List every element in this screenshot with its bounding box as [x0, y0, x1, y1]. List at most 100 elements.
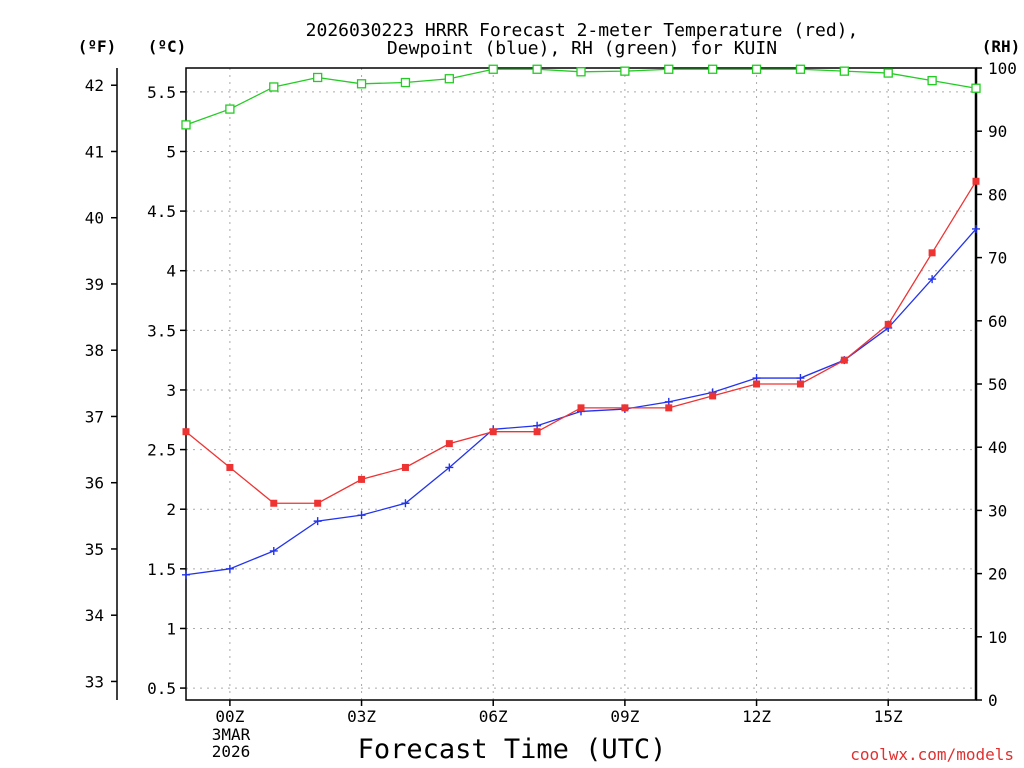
- temperature-point: [972, 177, 980, 185]
- rh-point: [664, 64, 674, 74]
- rh-point: [356, 79, 367, 89]
- temperature-point: [928, 249, 936, 257]
- x-axis-title: Forecast Time (UTC): [358, 734, 667, 765]
- dewpoint-point: [401, 499, 410, 508]
- dewpoint-point: [269, 546, 278, 555]
- rh-point: [225, 104, 235, 114]
- temperature-point: [401, 463, 409, 471]
- rh-point: [488, 64, 498, 74]
- rh-point: [444, 74, 454, 84]
- temperature-point: [182, 428, 190, 436]
- fahrenheit-unit-label: (ºF): [78, 37, 117, 56]
- rh-point: [400, 77, 411, 88]
- celsius-tick-label: 1: [166, 619, 176, 638]
- temperature-point: [533, 428, 541, 436]
- fahrenheit-tick-label: 33: [85, 672, 104, 691]
- rh-tick-label: 80: [988, 185, 1007, 204]
- rh-point: [927, 75, 937, 86]
- fahrenheit-tick-label: 34: [85, 606, 104, 625]
- plot-frame: [185, 67, 977, 701]
- celsius-tick-label: 2.5: [147, 441, 176, 460]
- rh-point: [620, 66, 630, 76]
- dewpoint-point: [182, 570, 190, 579]
- temperature-point: [270, 499, 278, 507]
- dewpoint-point: [357, 511, 366, 520]
- dewpoint-point: [928, 275, 937, 284]
- date-label-line2: 2026: [212, 742, 251, 761]
- dewpoint-point: [225, 564, 234, 573]
- dewpoint-line: [185, 228, 977, 576]
- rh-tick-label: 90: [988, 122, 1007, 141]
- celsius-axis: 0.5 1 1.5 2 2.5 3 3.5 4 4.5 5 5.5: [147, 83, 186, 698]
- rh-tick-label: 30: [988, 501, 1007, 520]
- temperature-point: [489, 428, 497, 436]
- rh-line: [185, 68, 977, 126]
- date-label-line1: 3MAR: [212, 725, 251, 744]
- temperature-point: [840, 356, 848, 364]
- fahrenheit-tick-label: 41: [85, 142, 104, 161]
- rh-point: [751, 64, 762, 74]
- celsius-tick-label: 4.5: [147, 202, 176, 221]
- rh-tick-label: 50: [988, 375, 1007, 394]
- time-tick-label: 03Z: [347, 707, 376, 726]
- celsius-tick-label: 3.5: [147, 321, 176, 340]
- fahrenheit-tick-label: 40: [85, 209, 104, 228]
- rh-point: [971, 83, 981, 93]
- dewpoint-point: [313, 517, 322, 526]
- rh-point: [708, 64, 718, 74]
- celsius-tick-label: 2: [166, 500, 176, 519]
- rh-axis: 0 10 20 30 40 50 60 70 80 90 100: [976, 59, 1017, 710]
- rh-tick-label: 20: [988, 565, 1007, 584]
- gridlines: [186, 68, 976, 700]
- fahrenheit-tick-label: 42: [85, 76, 104, 95]
- chart-title-line1: 2026030223 HRRR Forecast 2-meter Tempera…: [306, 20, 859, 41]
- celsius-tick-label: 1.5: [147, 560, 176, 579]
- time-tick-label: 06Z: [479, 707, 508, 726]
- rh-point: [576, 67, 586, 77]
- fahrenheit-tick-label: 37: [85, 407, 104, 426]
- rh-tick-label: 70: [988, 249, 1007, 268]
- temperature-series: [182, 177, 980, 507]
- temperature-point: [621, 404, 629, 412]
- data-series: [181, 64, 981, 579]
- temperature-point: [577, 404, 585, 412]
- celsius-tick-label: 0.5: [147, 679, 176, 698]
- celsius-tick-label: 5: [166, 142, 176, 161]
- dewpoint-point: [972, 224, 980, 233]
- celsius-tick-label: 5.5: [147, 83, 176, 102]
- credit-text: coolwx.com/models: [850, 745, 1014, 764]
- rh-tick-label: 60: [988, 312, 1007, 331]
- fahrenheit-tick-label: 35: [85, 540, 104, 559]
- fahrenheit-tick-label: 36: [85, 474, 104, 493]
- temperature-point: [358, 475, 366, 483]
- chart-title-line2: Dewpoint (blue), RH (green) for KUIN: [387, 38, 777, 59]
- rh-point: [181, 120, 191, 130]
- temperature-point: [226, 463, 234, 471]
- temperature-point: [314, 499, 322, 507]
- rh-point: [532, 64, 542, 74]
- rh-tick-label: 0: [988, 691, 998, 710]
- rh-point: [313, 72, 323, 83]
- temperature-point: [796, 380, 804, 388]
- rh-tick-label: 10: [988, 628, 1007, 647]
- time-tick-label: 00Z: [215, 707, 244, 726]
- fahrenheit-axis: 33 34 35 36 37 38 39 40 41 42: [85, 76, 117, 691]
- time-axis: 00Z 03Z 06Z 09Z 12Z 15Z: [215, 700, 903, 726]
- temperature-line: [185, 180, 977, 504]
- rh-point: [795, 64, 806, 74]
- fahrenheit-tick-label: 38: [85, 341, 104, 360]
- celsius-unit-label: (ºC): [148, 37, 187, 56]
- rh-point: [269, 82, 279, 92]
- rh-unit-label: (RH): [982, 37, 1021, 56]
- rh-point: [839, 66, 849, 76]
- time-tick-label: 15Z: [874, 707, 903, 726]
- rh-tick-label: 100: [988, 59, 1017, 78]
- rh-series: [181, 64, 981, 130]
- temperature-point: [445, 440, 453, 448]
- temperature-point: [884, 320, 892, 328]
- temperature-point: [753, 380, 761, 388]
- temperature-point: [709, 392, 717, 400]
- celsius-tick-label: 4: [166, 262, 176, 281]
- temperature-point: [665, 404, 673, 412]
